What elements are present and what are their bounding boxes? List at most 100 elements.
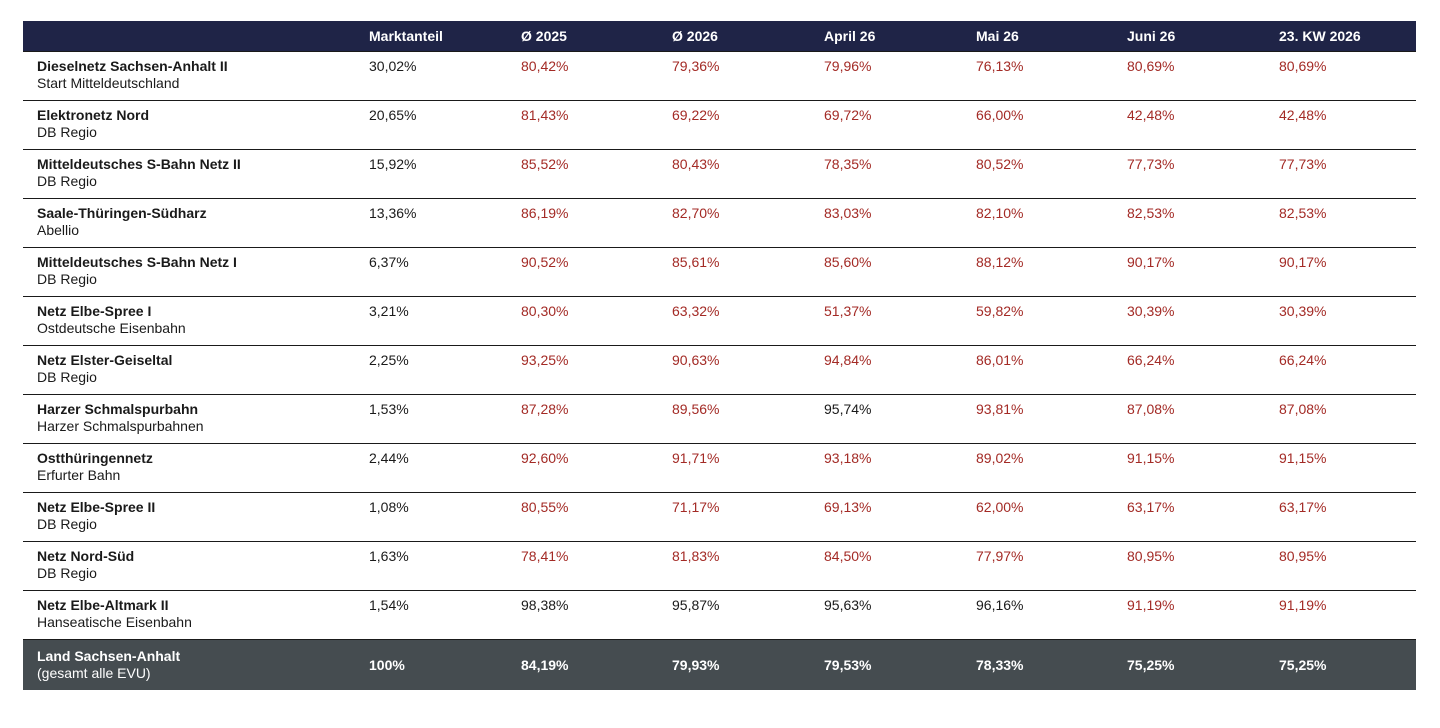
value-cell: 79,96% [810,51,962,101]
line-cell: Netz Nord-Süd DB Regio [23,541,355,591]
value-cell: 90,63% [658,345,810,395]
value-cell: 82,53% [1113,198,1265,248]
operator-name: DB Regio [37,173,97,189]
line-name: Saale-Thüringen-Südharz [37,205,207,221]
value-cell: 91,71% [658,443,810,493]
value-cell: 66,00% [962,100,1113,150]
value-cell: 78,41% [507,541,658,591]
column-header: Ø 2026 [658,21,810,52]
column-header: Ø 2025 [507,21,658,52]
header-corner [23,21,355,52]
value-cell: 87,08% [1113,394,1265,444]
value-cell: 69,13% [810,492,962,542]
line-cell: Ostthüringennetz Erfurter Bahn [23,443,355,493]
value-cell: 93,18% [810,443,962,493]
value-cell: 20,65% [355,100,507,150]
value-cell: 82,53% [1265,198,1416,248]
value-cell: 80,95% [1265,541,1416,591]
column-header: April 26 [810,21,962,52]
line-name: Mitteldeutsches S-Bahn Netz II [37,156,241,172]
operator-name: Start Mitteldeutschland [37,75,180,91]
value-cell: 66,24% [1265,345,1416,395]
line-cell: Mitteldeutsches S-Bahn Netz II DB Regio [23,149,355,199]
total-name: Land Sachsen-Anhalt [37,648,181,664]
value-cell: 98,38% [507,590,658,640]
table-row: Netz Nord-Süd DB Regio 1,63% 78,41% 81,83% 84… [23,541,1416,591]
line-cell: Elektronetz Nord DB Regio [23,100,355,150]
table-body: Dieselnetz Sachsen-Anhalt II Start Mittel… [23,51,1416,640]
table-row: Dieselnetz Sachsen-Anhalt II Start Mittel… [23,51,1416,101]
value-cell: 59,82% [962,296,1113,346]
operator-name: Abellio [37,222,80,238]
value-cell: 30,02% [355,51,507,101]
operator-name: DB Regio [37,516,97,532]
value-cell: 30,39% [1113,296,1265,346]
line-name: Elektronetz Nord [37,107,150,123]
value-cell: 71,17% [658,492,810,542]
value-cell: 87,28% [507,394,658,444]
value-cell: 77,97% [962,541,1113,591]
line-name: Netz Elster-Geiseltal [37,352,173,368]
total-value-cell: 84,19% [507,639,658,690]
value-cell: 2,25% [355,345,507,395]
value-cell: 91,15% [1113,443,1265,493]
value-cell: 82,70% [658,198,810,248]
value-cell: 63,32% [658,296,810,346]
value-cell: 89,02% [962,443,1113,493]
header-row: Marktanteil Ø 2025 Ø 2026 April 26 Mai 26 Jun… [23,21,1416,52]
value-cell: 93,81% [962,394,1113,444]
value-cell: 42,48% [1265,100,1416,150]
value-cell: 30,39% [1265,296,1416,346]
value-cell: 86,19% [507,198,658,248]
value-cell: 87,08% [1265,394,1416,444]
operator-name: DB Regio [37,124,97,140]
table-row: Netz Elster-Geiseltal DB Regio 2,25% 93,25%… [23,345,1416,395]
line-cell: Netz Elbe-Spree I Ostdeutsche Eisenbahn [23,296,355,346]
value-cell: 91,19% [1265,590,1416,640]
value-cell: 79,36% [658,51,810,101]
value-cell: 80,69% [1113,51,1265,101]
table-row: Elektronetz Nord DB Regio 20,65% 81,43% 69,2… [23,100,1416,150]
value-cell: 78,35% [810,149,962,199]
line-cell: Netz Elbe-Spree II DB Regio [23,492,355,542]
value-cell: 83,03% [810,198,962,248]
line-cell: Dieselnetz Sachsen-Anhalt II Start Mittel… [23,51,355,101]
total-note: (gesamt alle EVU) [37,665,151,681]
value-cell: 80,55% [507,492,658,542]
table-row: Netz Elbe-Spree II DB Regio 1,08% 80,55% 71,… [23,492,1416,542]
punctuality-table: Marktanteil Ø 2025 Ø 2026 April 26 Mai 26 Jun… [23,21,1416,690]
value-cell: 95,74% [810,394,962,444]
total-label-cell: Land Sachsen-Anhalt (gesamt alle EVU) [23,639,355,690]
line-name: Harzer Schmalspurbahn [37,401,199,417]
total-value-cell: 79,53% [810,639,962,690]
value-cell: 84,50% [810,541,962,591]
value-cell: 95,87% [658,590,810,640]
value-cell: 77,73% [1113,149,1265,199]
total-value-cell: 75,25% [1113,639,1265,690]
column-header: 23. KW 2026 [1265,21,1416,52]
total-row: Land Sachsen-Anhalt (gesamt alle EVU) 100%… [23,639,1416,690]
column-header: Juni 26 [1113,21,1265,52]
value-cell: 96,16% [962,590,1113,640]
line-cell: Harzer Schmalspurbahn Harzer Schmalspurba… [23,394,355,444]
value-cell: 69,72% [810,100,962,150]
value-cell: 85,52% [507,149,658,199]
value-cell: 85,61% [658,247,810,297]
value-cell: 89,56% [658,394,810,444]
value-cell: 90,17% [1113,247,1265,297]
table-row: Saale-Thüringen-Südharz Abellio 13,36% 86,1… [23,198,1416,248]
value-cell: 90,52% [507,247,658,297]
value-cell: 82,10% [962,198,1113,248]
operator-name: Harzer Schmalspurbahnen [37,418,204,434]
value-cell: 63,17% [1113,492,1265,542]
line-name: Netz Elbe-Altmark II [37,597,169,613]
value-cell: 1,08% [355,492,507,542]
value-cell: 94,84% [810,345,962,395]
line-cell: Mitteldeutsches S-Bahn Netz I DB Regio [23,247,355,297]
value-cell: 80,30% [507,296,658,346]
line-name: Netz Nord-Süd [37,548,135,564]
value-cell: 85,60% [810,247,962,297]
value-cell: 88,12% [962,247,1113,297]
column-header: Mai 26 [962,21,1113,52]
